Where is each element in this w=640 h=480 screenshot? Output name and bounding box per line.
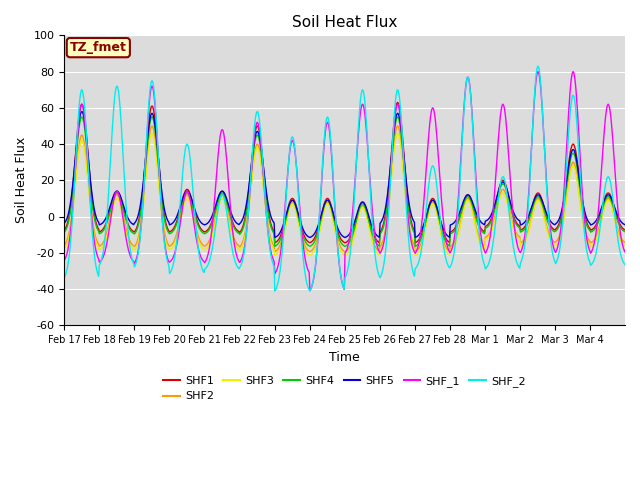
SHF1	[404, 196, 412, 202]
SHF5	[258, 149, 266, 155]
Title: Soil Heat Flux: Soil Heat Flux	[292, 15, 397, 30]
Y-axis label: Soil Heat Flux: Soil Heat Flux	[15, 137, 28, 223]
SHF5	[279, 223, 287, 229]
SHF4	[258, 154, 266, 160]
SHF_1	[278, 237, 286, 243]
SHF_1	[534, 69, 542, 74]
Line: SHF5: SHF5	[64, 111, 625, 238]
SHF4	[230, 224, 237, 230]
SHF_2	[60, 275, 68, 281]
SHF4	[279, 229, 287, 235]
Line: SHF1: SHF1	[64, 102, 625, 243]
SHF1	[126, 225, 134, 231]
SHF5	[230, 216, 237, 222]
SHF2	[404, 213, 412, 219]
SHF2	[126, 239, 134, 244]
SHF2	[621, 240, 629, 245]
SHF1	[278, 228, 286, 234]
SHF3	[404, 218, 412, 224]
SHF_1	[621, 249, 629, 255]
SHF5	[435, 213, 443, 219]
SHF_1	[403, 204, 411, 210]
X-axis label: Time: Time	[329, 350, 360, 363]
SHF3	[279, 237, 287, 242]
Text: TZ_fmet: TZ_fmet	[70, 41, 127, 54]
SHF3	[258, 168, 266, 173]
SHF1	[341, 240, 349, 246]
Line: SHF4: SHF4	[64, 117, 625, 246]
SHF_1	[435, 157, 442, 163]
SHF_2	[229, 251, 237, 257]
SHF_2	[621, 262, 629, 267]
Line: SHF_2: SHF_2	[64, 66, 625, 291]
SHF1	[257, 140, 265, 145]
SHF5	[127, 220, 134, 226]
SHF1	[60, 227, 68, 233]
SHF3	[341, 252, 349, 258]
SHF2	[230, 235, 237, 241]
SHF4	[435, 217, 443, 223]
SHF2	[148, 123, 156, 129]
SHF2	[279, 234, 287, 240]
SHF5	[404, 192, 412, 198]
SHF3	[148, 130, 156, 136]
SHF_2	[534, 63, 542, 69]
SHF2	[258, 164, 266, 169]
SHF_1	[60, 257, 68, 263]
SHF_2	[403, 217, 411, 223]
SHF3	[126, 242, 134, 248]
SHF_1	[306, 288, 314, 294]
SHF3	[60, 246, 68, 252]
Legend: SHF1, SHF2, SHF3, SHF4, SHF5, SHF_1, SHF_2: SHF1, SHF2, SHF3, SHF4, SHF5, SHF_1, SHF…	[159, 372, 531, 406]
Line: SHF3: SHF3	[64, 133, 625, 255]
SHF_1	[257, 142, 265, 147]
Line: SHF2: SHF2	[64, 126, 625, 252]
SHF4	[621, 229, 629, 235]
SHF2	[341, 249, 349, 255]
SHF1	[394, 99, 401, 105]
SHF1	[621, 227, 629, 233]
Line: SHF_1: SHF_1	[64, 72, 625, 291]
SHF2	[435, 220, 443, 226]
SHF5	[78, 108, 86, 114]
SHF4	[404, 202, 412, 207]
SHF4	[127, 228, 134, 234]
SHF4	[341, 243, 349, 249]
SHF3	[621, 243, 629, 249]
SHF1	[435, 215, 443, 220]
SHF_2	[257, 133, 265, 139]
SHF5	[341, 235, 349, 240]
SHF2	[60, 242, 68, 248]
SHF_2	[435, 200, 442, 205]
SHF4	[60, 229, 68, 235]
SHF4	[78, 114, 86, 120]
SHF_2	[279, 241, 287, 247]
SHF_2	[271, 288, 278, 294]
SHF3	[230, 239, 237, 244]
SHF5	[621, 222, 629, 228]
SHF3	[435, 223, 443, 229]
SHF_1	[229, 232, 237, 238]
SHF_1	[126, 252, 134, 258]
SHF_2	[126, 245, 134, 251]
SHF1	[229, 221, 237, 227]
SHF5	[60, 220, 68, 226]
